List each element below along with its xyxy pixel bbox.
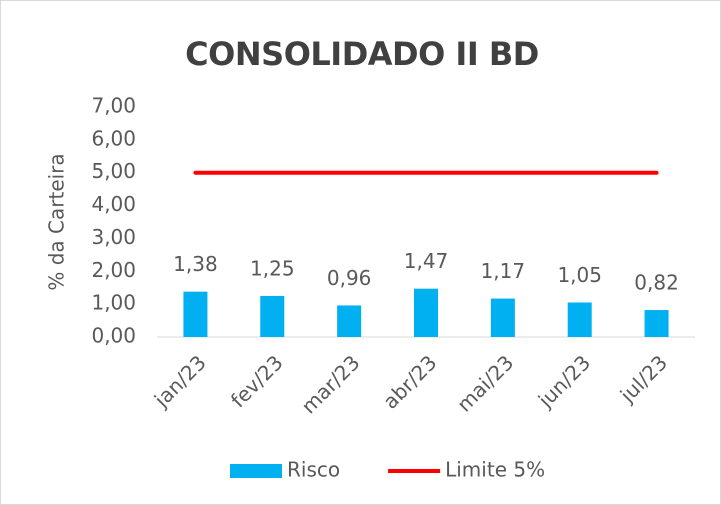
- data-label: 1,47: [404, 249, 449, 273]
- y-tick-label: 6,00: [91, 126, 136, 150]
- y-tick-label: 2,00: [91, 258, 136, 282]
- data-label: 0,82: [634, 271, 679, 295]
- bar: [567, 302, 592, 337]
- bar: [414, 288, 438, 337]
- y-tick-label: 0,00: [91, 324, 136, 348]
- chart-title: CONSOLIDADO II BD: [185, 35, 539, 73]
- legend-swatch: [230, 464, 282, 478]
- y-axis-label: % da Carteira: [45, 153, 69, 290]
- data-label: 0,96: [327, 266, 372, 290]
- legend-label: Risco: [287, 458, 340, 482]
- bar: [337, 305, 362, 337]
- y-tick-label: 7,00: [91, 94, 136, 118]
- y-tick-label: 3,00: [91, 225, 136, 249]
- y-tick-label: 5,00: [91, 159, 136, 183]
- bar: [644, 310, 669, 337]
- y-tick-label: 4,00: [91, 192, 136, 216]
- legend-label: Limite 5%: [445, 458, 545, 482]
- bar: [183, 291, 208, 337]
- bar: [260, 295, 285, 337]
- data-label: 1,25: [250, 256, 295, 280]
- y-tick-label: 1,00: [91, 291, 136, 315]
- data-label: 1,38: [173, 252, 218, 276]
- bar: [490, 298, 515, 337]
- data-label: 1,17: [481, 259, 526, 283]
- data-label: 1,05: [557, 263, 602, 287]
